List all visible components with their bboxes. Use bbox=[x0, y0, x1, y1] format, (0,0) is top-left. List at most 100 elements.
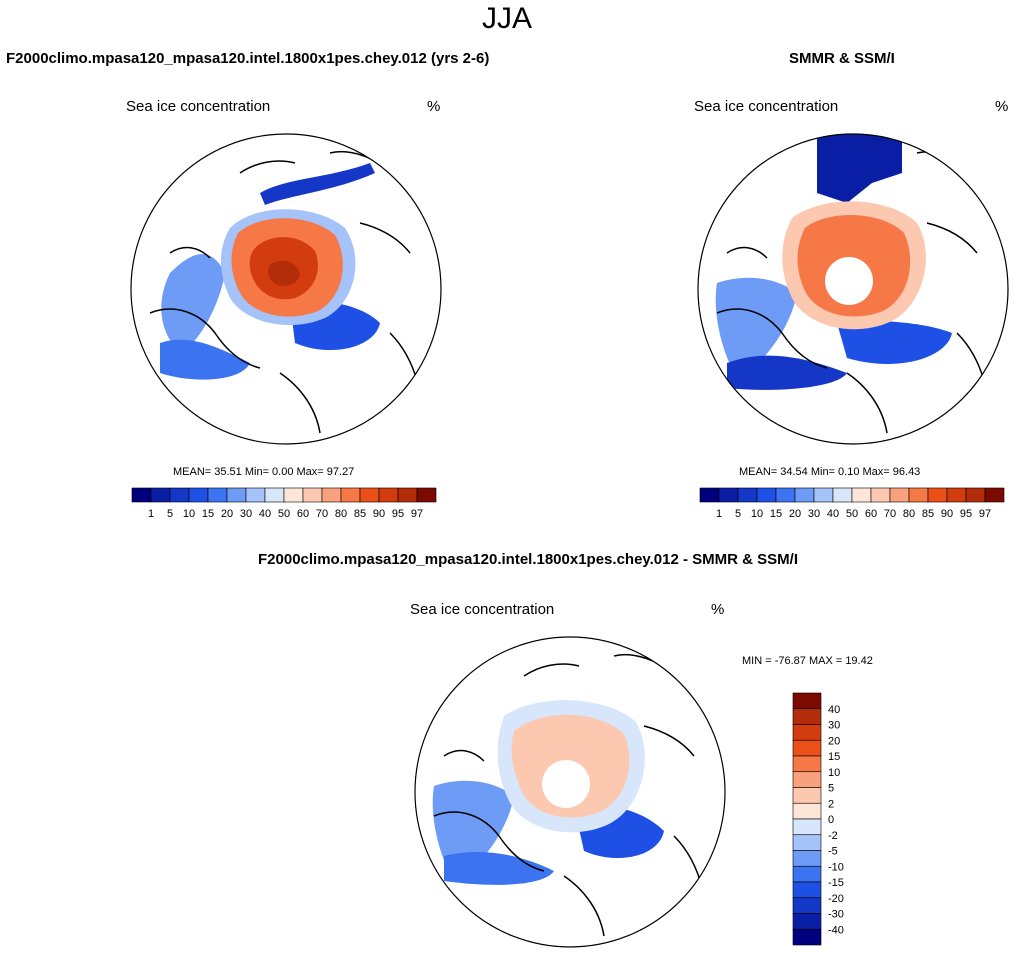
model-colorbar-tick-label: 30 bbox=[240, 508, 252, 520]
diff-colorbar-tick-label: 5 bbox=[828, 783, 834, 795]
model-panel-title: F2000climo.mpasa120_mpasa120.intel.1800x… bbox=[6, 50, 490, 67]
diff-panel-title: F2000climo.mpasa120_mpasa120.intel.1800x… bbox=[258, 551, 798, 568]
obs-colorbar-tick-label: 1 bbox=[716, 508, 722, 520]
model-polar-map bbox=[130, 133, 442, 445]
model-colorbar-tick-label: 70 bbox=[316, 508, 328, 520]
diff-colorbar-box bbox=[792, 865, 822, 883]
obs-colorbar-tick-label: 95 bbox=[960, 508, 972, 520]
model-colorbar-box bbox=[226, 487, 247, 503]
obs-colorbar-tick-label: 30 bbox=[808, 508, 820, 520]
obs-colorbar-tick-label: 97 bbox=[979, 508, 991, 520]
model-coastal-strip bbox=[260, 163, 375, 205]
diff-colorbar-box bbox=[792, 787, 822, 804]
obs-colorbar-box bbox=[927, 487, 948, 503]
model-colorbar-box bbox=[416, 487, 437, 503]
diff-pole-hole bbox=[542, 760, 590, 808]
obs-colorbar-tick-label: 70 bbox=[884, 508, 896, 520]
model-colorbar-tick-label: 90 bbox=[373, 508, 385, 520]
model-colorbar-tick-label: 5 bbox=[167, 508, 173, 520]
diff-hudson-neg bbox=[444, 851, 554, 885]
obs-colorbar-tick-label: 10 bbox=[751, 508, 763, 520]
model-colorbar-box bbox=[207, 487, 228, 503]
obs-marginal-ice bbox=[715, 277, 797, 378]
diff-colorbar-tick-label: -10 bbox=[828, 861, 844, 873]
model-stats: MEAN= 35.51 Min= 0.00 Max= 97.27 bbox=[173, 466, 355, 478]
diff-colorbar-box bbox=[792, 818, 822, 836]
diff-colorbar-tick-label: 15 bbox=[828, 751, 840, 763]
obs-variable-label: Sea ice concentration bbox=[694, 98, 839, 115]
obs-colorbar-box bbox=[756, 487, 777, 503]
model-colorbar-tick-label: 20 bbox=[221, 508, 233, 520]
obs-colorbar-tick-label: 15 bbox=[770, 508, 782, 520]
obs-units-label: % bbox=[995, 98, 1009, 115]
diff-colorbar-tick-label: 40 bbox=[828, 704, 840, 716]
model-colorbar-tick-label: 40 bbox=[259, 508, 271, 520]
diff-colorbar-box bbox=[792, 739, 822, 757]
model-marginal-ice bbox=[161, 254, 225, 353]
diff-variable-label: Sea ice concentration bbox=[410, 601, 555, 618]
diff-colorbar-box bbox=[792, 881, 822, 899]
diff-colorbar-box bbox=[792, 834, 822, 851]
diff-colorbar-box bbox=[792, 771, 822, 788]
diff-units-label: % bbox=[711, 601, 725, 618]
obs-hudson-ice bbox=[727, 355, 847, 390]
model-colorbar-tick-label: 50 bbox=[278, 508, 290, 520]
obs-colorbar-box bbox=[775, 487, 796, 503]
obs-colorbar-box bbox=[965, 487, 986, 503]
obs-colorbar-tick-label: 20 bbox=[789, 508, 801, 520]
obs-colorbar-tick-label: 85 bbox=[922, 508, 934, 520]
obs-pole-hole bbox=[825, 257, 873, 305]
model-colorbar-tick-label: 95 bbox=[392, 508, 404, 520]
model-colorbar-tick-label: 85 bbox=[354, 508, 366, 520]
model-colorbar-tick-label: 80 bbox=[335, 508, 347, 520]
diff-colorbar-box bbox=[792, 913, 822, 930]
obs-polar-map bbox=[697, 133, 1009, 445]
model-colorbar-box bbox=[302, 487, 323, 503]
obs-colorbar-tick-label: 5 bbox=[735, 508, 741, 520]
obs-colorbar-box bbox=[984, 487, 1005, 503]
model-colorbar-box bbox=[283, 487, 304, 503]
model-colorbar-box bbox=[397, 487, 418, 503]
diff-colorbar-tick-label: -20 bbox=[828, 893, 844, 905]
obs-colorbar-box bbox=[737, 487, 758, 503]
diff-colorbar-tick-label: -15 bbox=[828, 877, 844, 889]
obs-colorbar-box bbox=[889, 487, 910, 503]
diff-colorbar-tick-label: -2 bbox=[828, 830, 838, 842]
model-max-ice bbox=[267, 260, 300, 286]
model-colorbar-box bbox=[321, 487, 342, 503]
diff-colorbar-box bbox=[792, 850, 822, 867]
obs-colorbar-box bbox=[946, 487, 967, 503]
diff-colorbar-tick-label: -40 bbox=[828, 924, 844, 936]
obs-colorbar-tick-label: 80 bbox=[903, 508, 915, 520]
model-units-label: % bbox=[427, 98, 441, 115]
obs-colorbar-box bbox=[908, 487, 929, 503]
obs-colorbar-box bbox=[851, 487, 872, 503]
obs-colorbar-tick-label: 50 bbox=[846, 508, 858, 520]
model-colorbar-box bbox=[150, 487, 171, 503]
obs-colorbar-tick-label: 40 bbox=[827, 508, 839, 520]
obs-pacific-ice bbox=[837, 321, 952, 364]
model-colorbar-box bbox=[131, 487, 152, 503]
obs-colorbar-box bbox=[718, 487, 739, 503]
diff-colorbar-tick-label: 10 bbox=[828, 767, 840, 779]
obs-colorbar-box bbox=[699, 487, 720, 503]
obs-colorbar-tick-label: 90 bbox=[941, 508, 953, 520]
diff-colorbar-box bbox=[792, 897, 822, 914]
diff-colorbar-box bbox=[792, 724, 822, 741]
model-colorbar-box bbox=[245, 487, 266, 503]
model-hudson-ice bbox=[160, 339, 250, 380]
model-variable-label: Sea ice concentration bbox=[126, 98, 271, 115]
model-colorbar-tick-label: 1 bbox=[148, 508, 154, 520]
obs-colorbar-box bbox=[794, 487, 815, 503]
obs-top-block bbox=[817, 134, 902, 203]
model-colorbar-box bbox=[340, 487, 361, 503]
diff-colorbar-tick-label: 30 bbox=[828, 720, 840, 732]
model-colorbar-tick-label: 60 bbox=[297, 508, 309, 520]
obs-colorbar-tick-label: 60 bbox=[865, 508, 877, 520]
model-colorbar-box bbox=[359, 487, 380, 503]
obs-colorbar: 1 5 10 15 20 30 40 50 60 70 80 85 90 95 97 bbox=[699, 487, 1005, 520]
model-colorbar: 1 5 10 15 20 30 40 50 60 70 80 85 90 95 97 bbox=[131, 487, 437, 520]
diff-colorbar-tick-label: 2 bbox=[828, 798, 834, 810]
diff-colorbar-tick-label: -5 bbox=[828, 846, 838, 858]
model-colorbar-box bbox=[188, 487, 209, 503]
